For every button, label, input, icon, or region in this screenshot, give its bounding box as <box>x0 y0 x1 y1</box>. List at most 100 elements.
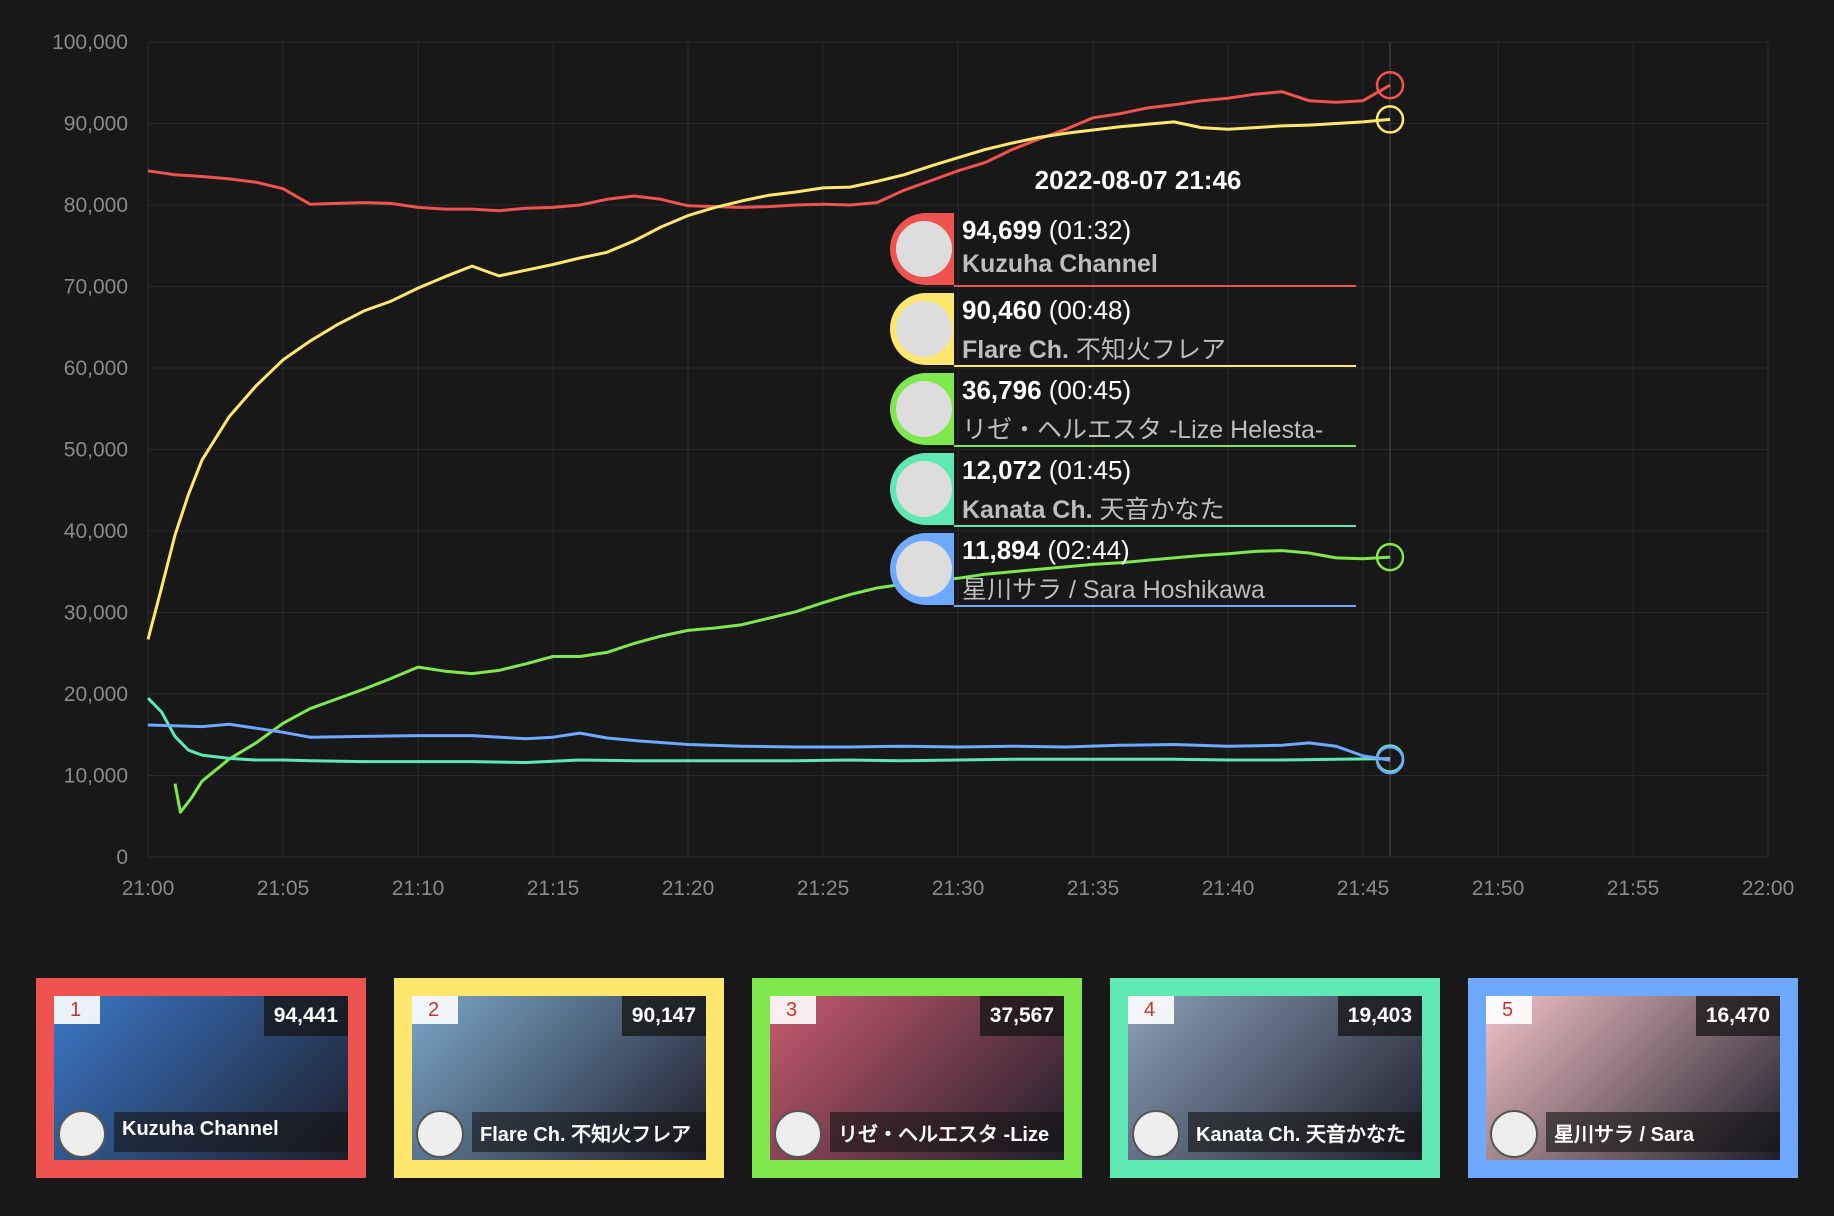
channel-avatar <box>896 221 952 277</box>
y-tick-label: 10,000 <box>64 765 128 788</box>
card-rank: 3 <box>770 996 816 1024</box>
y-tick-label: 40,000 <box>64 520 128 543</box>
series-line-2 <box>146 117 1391 640</box>
tooltip-underline <box>954 445 1356 447</box>
tooltip-viewers: 12,072 <box>962 455 1042 485</box>
tooltip-avatar-frame <box>890 373 954 445</box>
tooltip-row: 94,699 (01:32) Kuzuha Channel <box>890 213 1360 287</box>
channel-avatar <box>416 1110 464 1158</box>
channel-avatar <box>774 1110 822 1158</box>
y-tick-label: 100,000 <box>52 31 128 54</box>
series-end-marker-5 <box>1375 745 1405 775</box>
y-tick-label: 70,000 <box>64 276 128 299</box>
x-tick-label: 21:35 <box>1067 877 1120 900</box>
tooltip-value: 90,460 (00:48) <box>962 295 1131 326</box>
tooltip-underline <box>954 365 1356 367</box>
card-viewer-count: 90,147 <box>621 996 706 1036</box>
tooltip-row: 12,072 (01:45) Kanata Ch. 天音かなた <box>890 453 1360 527</box>
card-footer: Flare Ch. 不知火フレア <box>412 1106 706 1160</box>
channel-avatar <box>896 301 952 357</box>
tooltip-row: 36,796 (00:45) リゼ・ヘルエスタ -Lize Helesta- <box>890 373 1360 447</box>
stream-thumbnail[interactable]: 3 37,567 リゼ・ヘルエスタ -Lize <box>770 996 1064 1160</box>
tooltip-name-rest: リゼ・ヘルエスタ -Lize Helesta- <box>962 416 1324 444</box>
tooltip-name-bold: Flare Ch. <box>962 336 1069 364</box>
stream-thumbnail[interactable]: 5 16,470 星川サラ / Sara <box>1486 996 1780 1160</box>
card-channel-name: 星川サラ / Sara <box>1554 1124 1695 1146</box>
stream-thumbnail[interactable]: 1 94,441 Kuzuha Channel <box>54 996 348 1160</box>
tooltip-duration: (00:45) <box>1048 375 1132 405</box>
y-tick-label: 80,000 <box>64 194 128 217</box>
tooltip-name-rest: 天音かなた <box>1092 496 1225 524</box>
card-channel-name: Kuzuha Channel <box>122 1118 279 1140</box>
x-tick-label: 21:40 <box>1202 877 1255 900</box>
tooltip-viewers: 94,699 <box>962 215 1042 245</box>
x-tick-label: 21:20 <box>662 877 715 900</box>
x-tick-label: 21:15 <box>527 877 580 900</box>
series-line-4 <box>146 697 1391 764</box>
x-tick-label: 21:25 <box>797 877 850 900</box>
chart-markers <box>1375 70 1405 775</box>
series-line-3 <box>173 549 1391 814</box>
stream-card[interactable]: 4 19,403 Kanata Ch. 天音かなた <box>1110 978 1440 1178</box>
channel-avatar <box>896 541 952 597</box>
tooltip-channel-name: Kuzuha Channel <box>962 250 1158 279</box>
x-tick-label: 21:10 <box>392 877 445 900</box>
card-viewer-count: 94,441 <box>263 996 348 1036</box>
channel-avatar <box>1132 1110 1180 1158</box>
x-tick-label: 21:50 <box>1472 877 1525 900</box>
card-footer: リゼ・ヘルエスタ -Lize <box>770 1106 1064 1160</box>
channel-avatar <box>1490 1110 1538 1158</box>
tooltip-underline <box>954 285 1356 287</box>
channel-avatar <box>58 1110 106 1158</box>
tooltip-viewers: 11,894 <box>962 535 1041 565</box>
channel-avatar <box>896 461 952 517</box>
card-rank: 4 <box>1128 996 1174 1024</box>
tooltip-viewers: 90,460 <box>962 295 1042 325</box>
tooltip-value: 12,072 (01:45) <box>962 455 1131 486</box>
stream-card[interactable]: 5 16,470 星川サラ / Sara <box>1468 978 1798 1178</box>
card-rank: 2 <box>412 996 458 1024</box>
tooltip-time: 2022-08-07 21:46 <box>1034 165 1242 195</box>
stream-thumbnail[interactable]: 2 90,147 Flare Ch. 不知火フレア <box>412 996 706 1160</box>
card-footer: Kanata Ch. 天音かなた <box>1128 1106 1422 1160</box>
stream-card[interactable]: 3 37,567 リゼ・ヘルエスタ -Lize <box>752 978 1082 1178</box>
tooltip-value: 94,699 (01:32) <box>962 215 1131 246</box>
tooltip-row: 90,460 (00:48) Flare Ch. 不知火フレア <box>890 293 1360 367</box>
card-rank: 5 <box>1486 996 1532 1024</box>
tooltip-value: 11,894 (02:44) <box>962 535 1130 566</box>
chart-grid <box>147 41 1769 858</box>
tooltip-duration: (00:48) <box>1048 295 1132 325</box>
tooltip-underline <box>954 525 1356 527</box>
card-rank: 1 <box>54 996 100 1024</box>
x-tick-label: 21:45 <box>1337 877 1390 900</box>
tooltip-channel-name: Kanata Ch. 天音かなた <box>962 490 1225 526</box>
card-channel-name: リゼ・ヘルエスタ -Lize <box>838 1124 1050 1146</box>
card-viewer-count: 16,470 <box>1695 996 1780 1036</box>
card-footer: Kuzuha Channel <box>54 1106 348 1160</box>
tooltip-name-bold: Kuzuha Channel <box>962 250 1158 278</box>
x-tick-label: 21:05 <box>257 877 310 900</box>
tooltip-duration: (02:44) <box>1047 535 1130 565</box>
series-end-marker-1 <box>1375 70 1405 100</box>
tooltip-avatar-frame <box>890 453 954 525</box>
tooltip-avatar-frame <box>890 533 954 605</box>
card-channel-name: Flare Ch. 不知火フレア <box>480 1124 692 1146</box>
series-end-marker-3 <box>1375 542 1405 572</box>
x-tick-label: 21:30 <box>932 877 985 900</box>
tooltip-channel-name: 星川サラ / Sara Hoshikawa <box>962 570 1265 606</box>
tooltip-avatar-frame <box>890 293 954 365</box>
stream-card[interactable]: 1 94,441 Kuzuha Channel <box>36 978 366 1178</box>
card-footer: 星川サラ / Sara <box>1486 1106 1780 1160</box>
tooltip-viewers: 36,796 <box>962 375 1042 405</box>
y-tick-label: 50,000 <box>64 439 128 462</box>
tooltip-name-bold: Kanata Ch. <box>962 496 1093 524</box>
tooltip-value: 36,796 (00:45) <box>962 375 1131 406</box>
y-tick-label: 30,000 <box>64 602 128 625</box>
stream-card[interactable]: 2 90,147 Flare Ch. 不知火フレア <box>394 978 724 1178</box>
stream-thumbnail[interactable]: 4 19,403 Kanata Ch. 天音かなた <box>1128 996 1422 1160</box>
tooltip-channel-name: リゼ・ヘルエスタ -Lize Helesta- <box>962 410 1323 446</box>
card-channel-name: Kanata Ch. 天音かなた <box>1196 1124 1407 1146</box>
chart-series <box>146 83 1391 814</box>
chart-axes: 0 10,000 20,000 30,000 40,000 50,000 60,000 70,… <box>52 31 1794 900</box>
series-end-marker-2 <box>1375 105 1405 134</box>
